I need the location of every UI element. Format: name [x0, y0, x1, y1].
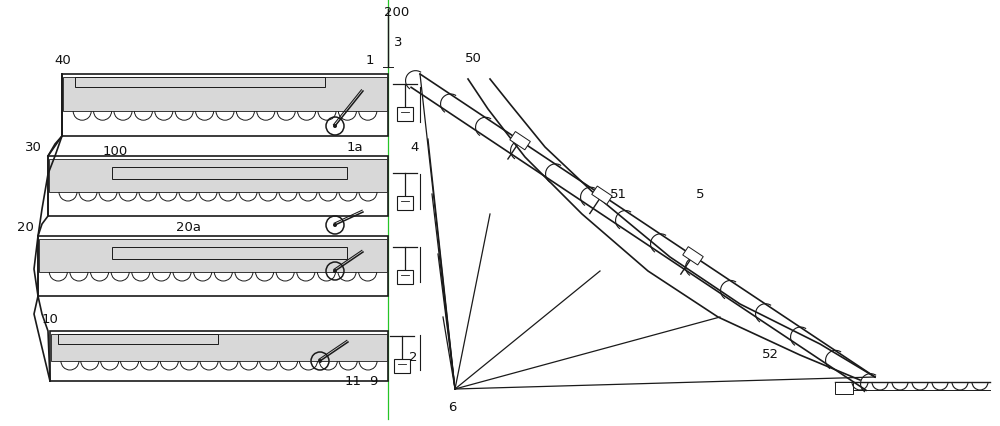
- Bar: [75, 78, 325, 88]
- Text: 50: 50: [465, 52, 481, 64]
- Bar: [397, 196, 413, 210]
- Bar: [112, 248, 347, 259]
- Text: 30: 30: [25, 141, 41, 154]
- Circle shape: [333, 125, 337, 129]
- Circle shape: [318, 359, 322, 363]
- Bar: [58, 334, 218, 344]
- Text: 100: 100: [102, 145, 128, 158]
- Bar: [112, 167, 347, 180]
- Text: 10: 10: [42, 313, 58, 326]
- Bar: [39, 239, 387, 272]
- Bar: [51, 334, 387, 361]
- Text: 1: 1: [366, 53, 374, 66]
- Text: 9: 9: [369, 374, 377, 388]
- Bar: [50, 331, 388, 381]
- Text: 51: 51: [610, 188, 626, 201]
- Bar: [394, 359, 410, 373]
- Text: 20: 20: [17, 221, 33, 234]
- Bar: [48, 157, 388, 216]
- Text: 6: 6: [448, 400, 456, 414]
- Text: 4: 4: [411, 141, 419, 154]
- Bar: [63, 78, 387, 112]
- Text: 40: 40: [55, 53, 71, 66]
- Bar: [397, 271, 413, 284]
- Bar: [397, 108, 413, 122]
- Text: 5: 5: [696, 188, 704, 201]
- Bar: [49, 160, 387, 193]
- Bar: [683, 247, 703, 265]
- Text: 52: 52: [762, 348, 778, 361]
- Circle shape: [333, 224, 337, 227]
- Bar: [592, 187, 612, 205]
- Bar: [510, 132, 530, 150]
- Bar: [835, 382, 853, 394]
- Bar: [62, 75, 388, 137]
- Text: 200: 200: [384, 6, 410, 18]
- Text: 2: 2: [409, 351, 417, 364]
- Circle shape: [333, 269, 337, 273]
- Text: 20a: 20a: [176, 221, 201, 234]
- Text: 11: 11: [345, 374, 362, 388]
- Text: 3: 3: [394, 35, 402, 49]
- Bar: [38, 236, 388, 296]
- Text: 1a: 1a: [347, 141, 363, 154]
